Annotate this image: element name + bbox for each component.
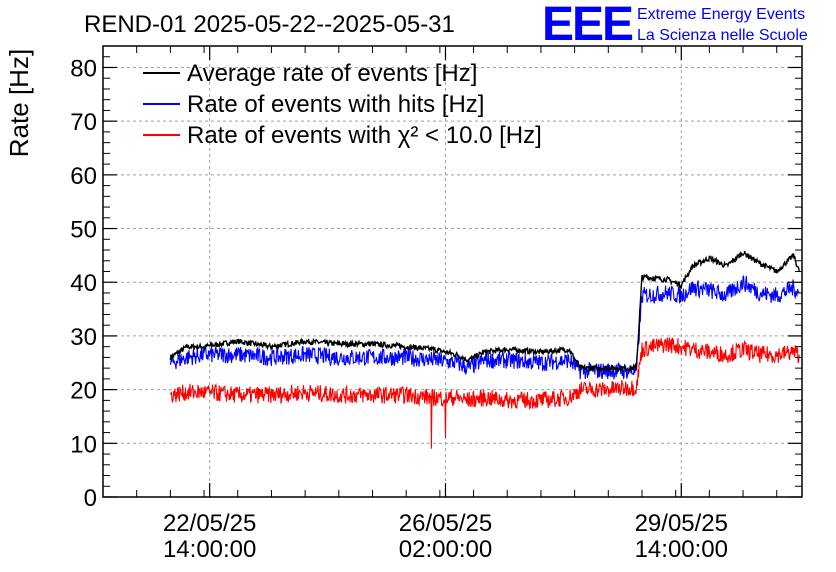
x-axis-ticks: 22/05/2514:00:0026/05/2502:00:0029/05/25… (102, 46, 778, 563)
y-tick-label: 50 (70, 217, 97, 244)
y-tick-label: 60 (70, 163, 97, 190)
y-tick-label: 0 (84, 485, 97, 512)
series-line-3 (169, 337, 800, 449)
eee-logo: EEE Extreme Energy Events La Scienza nel… (542, 0, 808, 51)
y-axis-ticks: 0 10 20 30 40 50 60 70 80 (70, 45, 802, 512)
x-tick-label-date: 26/05/25 (399, 510, 492, 537)
org-line-2: La Scienza nelle Scuole (637, 27, 808, 44)
legend: Average rate of events [Hz] Rate of event… (143, 60, 542, 149)
y-tick-label: 10 (70, 431, 97, 458)
series-line-2 (169, 275, 800, 380)
legend-label-1: Average rate of events [Hz] (187, 60, 477, 87)
y-tick-label: 40 (70, 270, 97, 297)
y-tick-label: 80 (70, 55, 97, 82)
y-tick-label: 70 (70, 109, 97, 136)
chart-title: REND-01 2025-05-22--2025-05-31 (84, 11, 455, 38)
series-line-1 (169, 250, 800, 374)
x-tick-label-time: 14:00:00 (635, 536, 728, 563)
legend-label-3: Rate of events with χ² < 10.0 [Hz] (187, 122, 542, 149)
org-line-1: Extreme Energy Events (637, 6, 805, 23)
x-tick-label-time: 02:00:00 (399, 536, 492, 563)
x-tick-label-date: 29/05/25 (635, 510, 728, 537)
y-tick-label: 30 (70, 324, 97, 351)
legend-label-2: Rate of events with hits [Hz] (187, 91, 484, 118)
logo-letters: EEE (542, 0, 633, 51)
y-tick-label: 20 (70, 378, 97, 405)
series-layer (169, 250, 800, 449)
x-tick-label-date: 22/05/25 (163, 510, 256, 537)
y-axis-title: Rate [Hz] (4, 49, 34, 157)
x-tick-label-time: 14:00:00 (163, 536, 256, 563)
